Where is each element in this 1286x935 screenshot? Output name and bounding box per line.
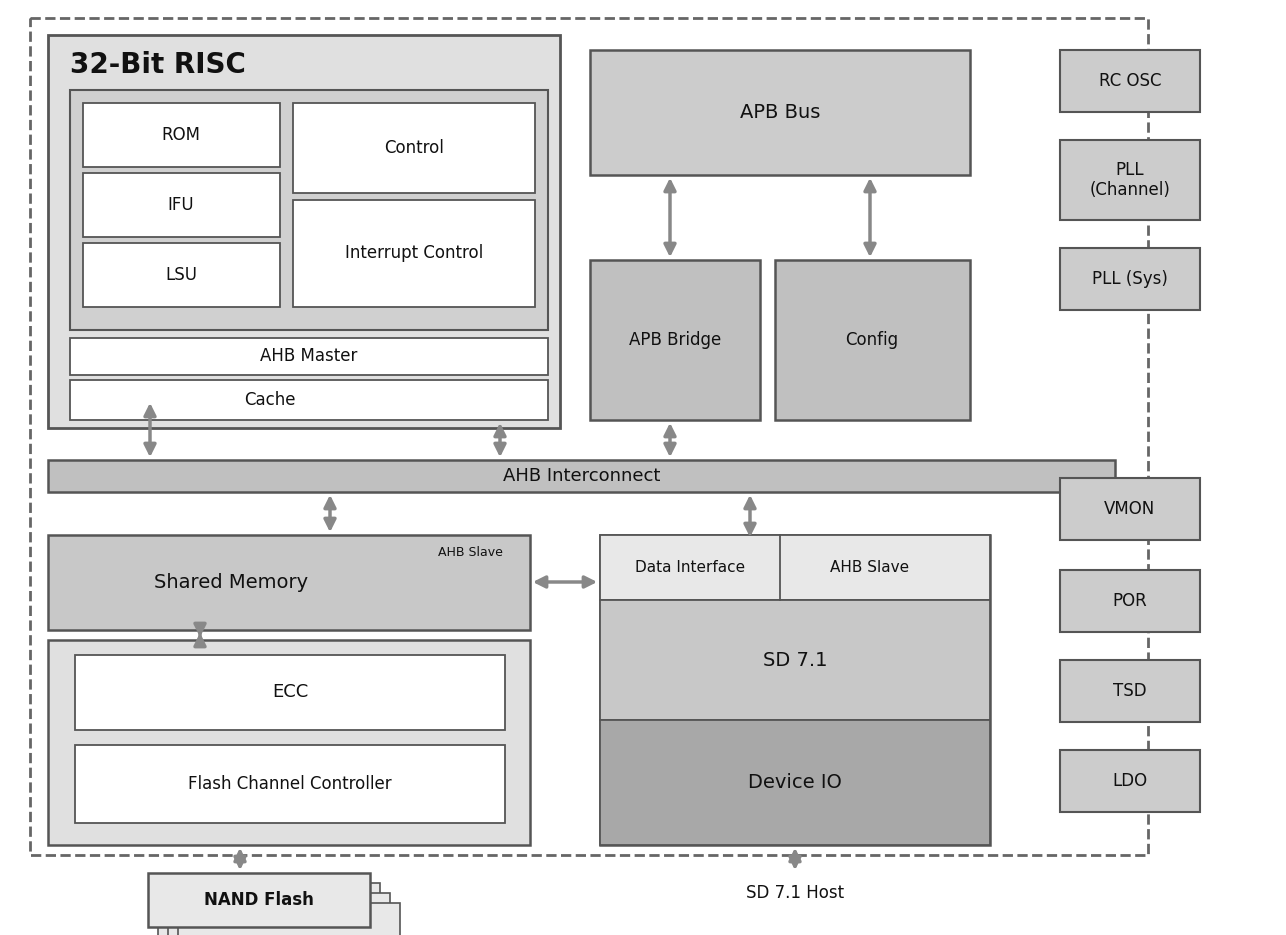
Text: Config: Config (845, 331, 899, 349)
Text: AHB Slave: AHB Slave (831, 560, 909, 575)
Bar (1060, 50, 1200, 112)
Text: Shared Memory: Shared Memory (154, 573, 309, 592)
Bar (84, 243, 280, 307)
Bar (293, 103, 535, 193)
Bar (775, 260, 970, 420)
Bar (293, 200, 535, 307)
Text: ECC: ECC (271, 683, 309, 701)
Bar (75, 745, 505, 823)
Text: VMON: VMON (1105, 500, 1156, 518)
Bar (590, 260, 760, 420)
Text: 32-Bit RISC: 32-Bit RISC (69, 51, 246, 79)
Text: IFU: IFU (167, 196, 194, 214)
Text: APB Bridge: APB Bridge (629, 331, 721, 349)
Bar (48, 460, 1115, 492)
Bar (84, 103, 280, 167)
Bar (148, 873, 370, 927)
Bar (84, 173, 280, 237)
Text: SD 7.1 Host: SD 7.1 Host (746, 884, 844, 902)
Text: RC OSC: RC OSC (1098, 72, 1161, 90)
Bar (48, 35, 559, 428)
Text: TSD: TSD (1114, 682, 1147, 700)
Bar (1060, 140, 1200, 220)
Text: Device IO: Device IO (748, 773, 842, 792)
Text: LDO: LDO (1112, 772, 1147, 790)
Bar (177, 903, 400, 935)
Bar (75, 655, 505, 730)
Text: AHB Interconnect: AHB Interconnect (503, 467, 660, 485)
Text: Data Interface: Data Interface (635, 560, 745, 575)
Bar (69, 90, 548, 330)
Text: PLL (Sys): PLL (Sys) (1092, 270, 1168, 288)
Text: POR: POR (1112, 592, 1147, 610)
Text: PLL
(Channel): PLL (Channel) (1089, 161, 1170, 199)
Text: SD 7.1: SD 7.1 (763, 651, 827, 669)
Bar (69, 380, 548, 420)
Bar (48, 535, 530, 630)
Bar (1060, 750, 1200, 812)
Bar (1060, 570, 1200, 632)
Bar (601, 600, 990, 720)
Text: APB Bus: APB Bus (739, 103, 820, 122)
Bar (590, 50, 970, 175)
Text: Flash Channel Controller: Flash Channel Controller (188, 775, 392, 793)
Bar (168, 893, 390, 935)
Bar (158, 883, 379, 935)
Bar (601, 720, 990, 845)
Text: AHB Slave: AHB Slave (437, 546, 503, 559)
Bar (1060, 660, 1200, 722)
Text: ROM: ROM (162, 126, 201, 144)
Bar (69, 338, 548, 375)
Text: LSU: LSU (165, 266, 197, 284)
Text: Interrupt Control: Interrupt Control (345, 244, 484, 262)
Text: Cache: Cache (244, 391, 296, 409)
Bar (1060, 248, 1200, 310)
Bar (30, 18, 1148, 855)
Bar (48, 640, 530, 845)
Bar (1060, 478, 1200, 540)
Text: NAND Flash: NAND Flash (204, 891, 314, 909)
Text: Control: Control (385, 139, 444, 157)
Bar (601, 535, 990, 600)
Bar (601, 535, 990, 845)
Text: AHB Master: AHB Master (260, 347, 358, 365)
